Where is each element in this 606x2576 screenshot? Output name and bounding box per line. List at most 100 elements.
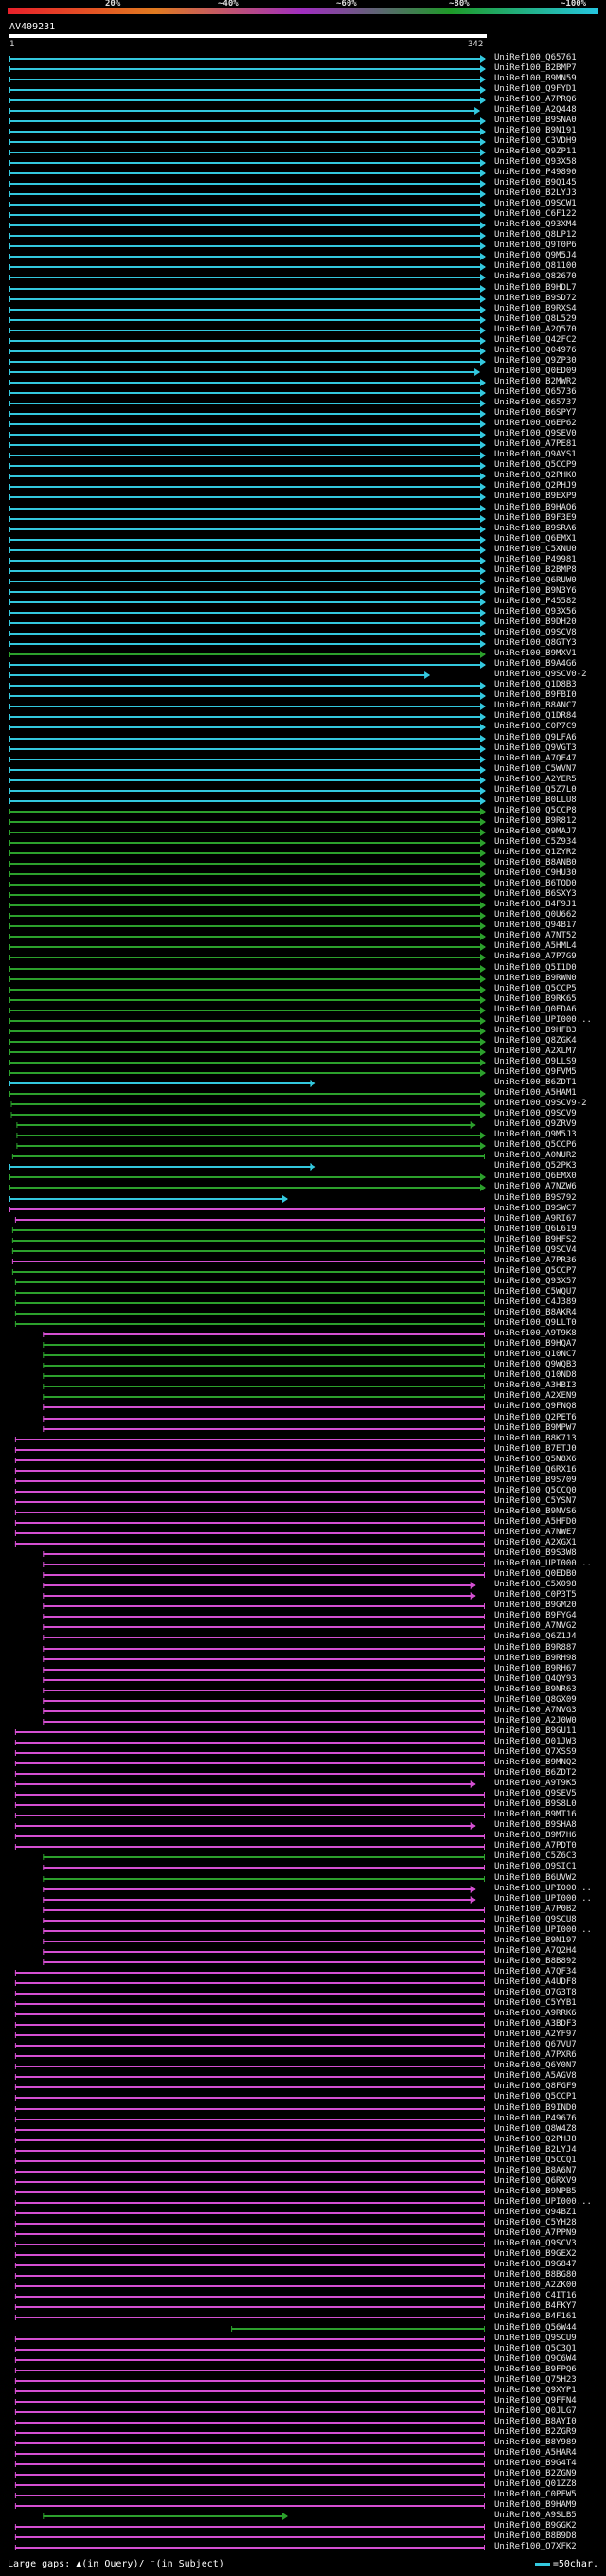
hit-label[interactable]: UniRef100_A9RI67 (494, 1214, 577, 1224)
hit-label[interactable]: UniRef100_Q6Y0N7 (494, 2061, 577, 2070)
hit-label[interactable]: UniRef100_Q7XSS9 (494, 1747, 577, 1757)
hit-bar[interactable] (14, 1323, 486, 1325)
hit-label[interactable]: UniRef100_Q9SCV3 (494, 2239, 577, 2248)
hit-bar[interactable] (9, 1166, 315, 1168)
hit-label[interactable]: UniRef100_B9A4G6 (494, 659, 577, 669)
hit-label[interactable]: UniRef100_B6SXY3 (494, 889, 577, 899)
hit-bar[interactable] (9, 612, 485, 614)
hit-label[interactable]: UniRef100_B9DH20 (494, 617, 577, 627)
hit-label[interactable]: UniRef100_Q52PK3 (494, 1161, 577, 1171)
hit-label[interactable]: UniRef100_B2BMP7 (494, 63, 577, 73)
hit-bar[interactable] (9, 508, 485, 510)
hit-label[interactable]: UniRef100_B9F3E9 (494, 513, 577, 523)
hit-bar[interactable] (9, 204, 485, 206)
hit-bar[interactable] (9, 162, 485, 164)
hit-label[interactable]: UniRef100_B9S3W8 (494, 1548, 577, 1558)
hit-label[interactable]: UniRef100_UPI000... (494, 1559, 592, 1568)
hit-bar[interactable] (9, 664, 485, 666)
hit-label[interactable]: UniRef100_Q9T0P6 (494, 241, 577, 250)
hit-bar[interactable] (14, 1762, 486, 1764)
hit-bar[interactable] (9, 706, 485, 707)
hit-bar[interactable] (9, 361, 485, 363)
hit-bar[interactable] (9, 904, 485, 906)
hit-label[interactable]: UniRef100_B8B892 (494, 1957, 577, 1966)
hit-label[interactable]: UniRef100_A2XLM7 (494, 1046, 577, 1056)
hit-bar[interactable] (9, 790, 485, 792)
hit-bar[interactable] (43, 1354, 486, 1356)
hit-label[interactable]: UniRef100_B9RWN0 (494, 974, 577, 983)
hit-label[interactable]: UniRef100_Q9ZRV9 (494, 1119, 577, 1129)
hit-label[interactable]: UniRef100_B9RK65 (494, 994, 577, 1004)
hit-label[interactable]: UniRef100_A2YER5 (494, 775, 577, 784)
hit-label[interactable]: UniRef100_B9S8L0 (494, 1799, 577, 1809)
hit-bar[interactable] (9, 759, 485, 760)
hit-label[interactable]: UniRef100_Q93X56 (494, 607, 577, 617)
hit-label[interactable]: UniRef100_Q10ND8 (494, 1370, 577, 1380)
hit-label[interactable]: UniRef100_Q8GX09 (494, 1695, 577, 1705)
hit-bar[interactable] (9, 214, 485, 216)
hit-bar[interactable] (14, 1731, 486, 1733)
hit-bar[interactable] (9, 570, 485, 572)
hit-bar[interactable] (9, 120, 485, 122)
hit-label[interactable]: UniRef100_B9NPB5 (494, 2187, 577, 2196)
hit-label[interactable]: UniRef100_A3BDF3 (494, 2019, 577, 2029)
hit-bar[interactable] (9, 748, 485, 750)
hit-bar[interactable] (9, 622, 485, 624)
hit-label[interactable]: UniRef100_B9FBI0 (494, 690, 577, 700)
hit-bar[interactable] (14, 2055, 486, 2057)
hit-bar[interactable] (14, 1292, 486, 1294)
hit-bar[interactable] (43, 1365, 486, 1367)
hit-label[interactable]: UniRef100_C5XNU0 (494, 545, 577, 554)
hit-label[interactable]: UniRef100_B7ETJ0 (494, 1444, 577, 1454)
hit-label[interactable]: UniRef100_A5HML4 (494, 941, 577, 951)
hit-bar[interactable] (14, 2191, 486, 2193)
hit-bar[interactable] (14, 2463, 486, 2465)
hit-bar[interactable] (9, 528, 485, 530)
hit-label[interactable]: UniRef100_UPI000... (494, 1884, 592, 1893)
hit-bar[interactable] (9, 330, 485, 331)
hit-label[interactable]: UniRef100_B9SRA6 (494, 524, 577, 533)
hit-label[interactable]: UniRef100_C5X098 (494, 1580, 577, 1589)
hit-bar[interactable] (9, 486, 485, 488)
hit-bar[interactable] (43, 1386, 486, 1387)
hit-bar[interactable] (14, 2275, 486, 2277)
hit-label[interactable]: UniRef100_B4F161 (494, 2312, 577, 2321)
hit-label[interactable]: UniRef100_Q9ZP11 (494, 147, 577, 156)
hit-label[interactable]: UniRef100_Q9SCV8 (494, 628, 577, 637)
hit-bar[interactable] (9, 340, 485, 342)
hit-label[interactable]: UniRef100_C0PFW5 (494, 2490, 577, 2499)
hit-bar[interactable] (11, 1240, 486, 1242)
hit-bar[interactable] (11, 1261, 486, 1262)
hit-label[interactable]: UniRef100_B9HFB3 (494, 1026, 577, 1035)
hit-bar[interactable] (231, 2328, 485, 2330)
hit-bar[interactable] (9, 946, 485, 948)
hit-label[interactable]: UniRef100_A2XEN9 (494, 1391, 577, 1401)
hit-bar[interactable] (43, 1396, 486, 1398)
hit-label[interactable]: UniRef100_Q5CCQ0 (494, 1486, 577, 1495)
hit-bar[interactable] (14, 2422, 486, 2424)
hit-bar[interactable] (14, 2013, 486, 2015)
hit-bar[interactable] (43, 1553, 486, 1555)
hit-label[interactable]: UniRef100_Q8L529 (494, 314, 577, 324)
hit-label[interactable]: UniRef100_Q5CCP8 (494, 806, 577, 815)
hit-label[interactable]: UniRef100_Q6RUW0 (494, 576, 577, 585)
hit-label[interactable]: UniRef100_B9SHA8 (494, 1820, 577, 1830)
hit-label[interactable]: UniRef100_B9SD72 (494, 294, 577, 303)
hit-label[interactable]: UniRef100_Q9FNQ8 (494, 1402, 577, 1411)
hit-label[interactable]: UniRef100_A5AGV8 (494, 2071, 577, 2081)
hit-label[interactable]: UniRef100_Q8GTY3 (494, 638, 577, 648)
hit-label[interactable]: UniRef100_B9MNQ2 (494, 1758, 577, 1767)
hit-label[interactable]: UniRef100_A2Q448 (494, 105, 577, 115)
hit-label[interactable]: UniRef100_UPI000... (494, 1925, 592, 1935)
hit-bar[interactable] (43, 1406, 486, 1408)
hit-label[interactable]: UniRef100_B9FPQ6 (494, 2365, 577, 2374)
hit-bar[interactable] (16, 1145, 486, 1147)
hit-bar[interactable] (14, 2359, 486, 2361)
hit-label[interactable]: UniRef100_Q82670 (494, 272, 577, 281)
hit-label[interactable]: UniRef100_A7P7G9 (494, 952, 577, 961)
hit-label[interactable]: UniRef100_A4UDF8 (494, 1977, 577, 1987)
hit-label[interactable]: UniRef100_Q5N8X6 (494, 1455, 577, 1464)
hit-bar[interactable] (14, 1773, 486, 1775)
hit-label[interactable]: UniRef100_Q0U662 (494, 910, 577, 920)
hit-bar[interactable] (9, 110, 480, 112)
